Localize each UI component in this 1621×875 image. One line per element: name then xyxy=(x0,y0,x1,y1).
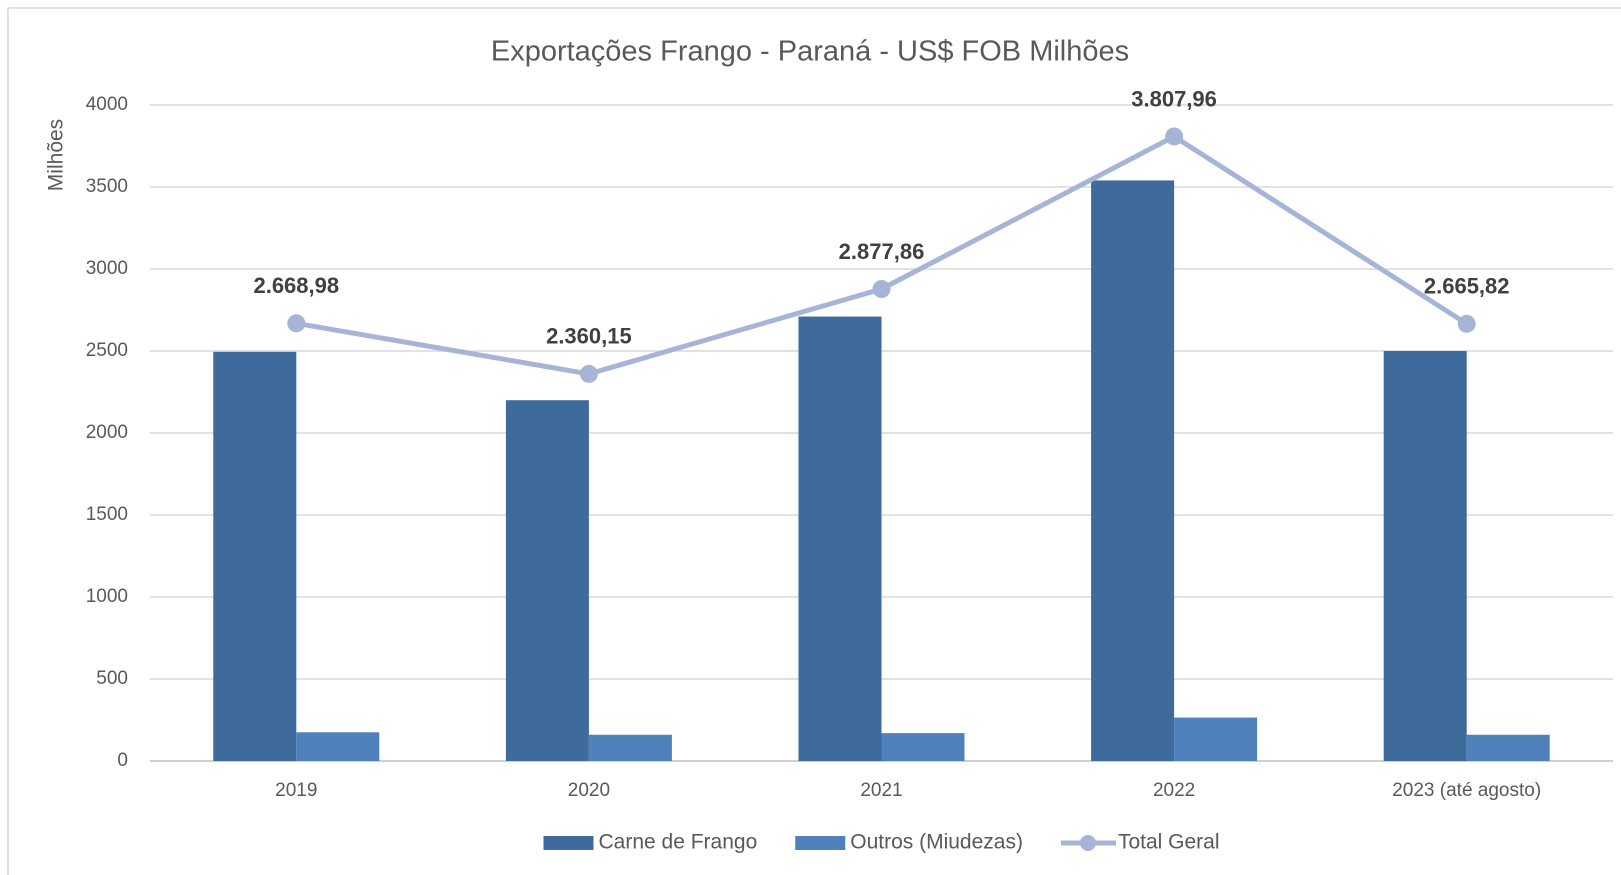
line-point xyxy=(872,280,891,299)
bar xyxy=(1174,717,1258,761)
data-label: 2.360,15 xyxy=(546,324,632,349)
y-tick-label: 3500 xyxy=(86,176,128,197)
legend: Carne de Frango Outros (Miudezas) Total Ge… xyxy=(543,831,1220,854)
line-point xyxy=(1165,127,1184,146)
legend-swatch xyxy=(1079,835,1096,851)
x-tick-label: 2019 xyxy=(275,780,317,801)
x-tick-label: 2021 xyxy=(860,780,902,801)
x-tick-label: 2022 xyxy=(1153,780,1195,801)
bar xyxy=(588,734,672,761)
bar xyxy=(881,733,965,761)
y-axis-label: Milhões xyxy=(45,119,68,191)
bar xyxy=(1383,351,1467,761)
legend-label: Outros (Miudezas) xyxy=(850,831,1023,854)
data-label: 2.668,98 xyxy=(253,273,339,298)
line-point xyxy=(1457,314,1476,333)
bar xyxy=(213,351,297,761)
y-tick-label: 3000 xyxy=(86,258,128,279)
legend-swatch xyxy=(543,836,594,850)
y-tick-label: 1500 xyxy=(86,504,128,525)
y-tick-label: 0 xyxy=(117,750,128,771)
bar xyxy=(798,316,882,761)
line-point xyxy=(287,314,306,333)
data-label: 2.665,82 xyxy=(1424,274,1510,299)
legend-swatch xyxy=(795,836,846,850)
y-tick-label: 2000 xyxy=(86,422,128,443)
y-tick-label: 1000 xyxy=(86,586,128,607)
chart-title: Exportações Frango - Paraná - US$ FOB Mi… xyxy=(491,36,1129,68)
data-label: 2.877,86 xyxy=(839,239,925,264)
bar xyxy=(505,400,589,761)
data-label: 3.807,96 xyxy=(1131,86,1217,111)
line-point xyxy=(579,364,598,383)
bar xyxy=(1091,180,1175,761)
x-tick-label: 2020 xyxy=(568,780,610,801)
y-tick-label: 2500 xyxy=(86,340,128,361)
bar xyxy=(1466,734,1550,761)
bar xyxy=(296,732,380,761)
x-tick-label: 2023 (até agosto) xyxy=(1392,780,1541,801)
legend-label: Total Geral xyxy=(1118,831,1220,854)
legend-label: Carne de Frango xyxy=(598,831,757,854)
y-tick-label: 4000 xyxy=(86,94,128,115)
y-tick-label: 500 xyxy=(96,668,128,689)
